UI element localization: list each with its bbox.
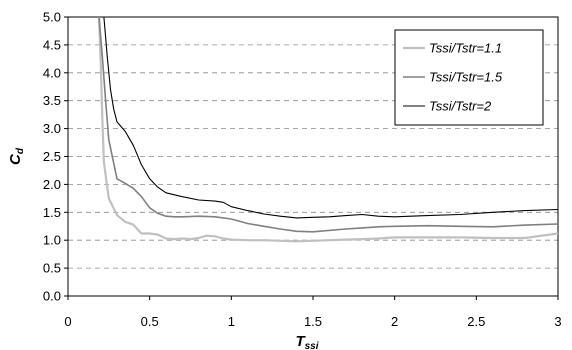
x-axis-title: Tssi [295,333,318,350]
series-line-1 [97,17,558,243]
y-tick-label: 0.5 [43,261,61,276]
x-tick-label: 2.5 [467,314,485,329]
y-tick-label: 1.5 [43,205,61,220]
x-tick-label: 2 [391,314,398,329]
series-lines [97,17,558,243]
y-tick-label: 4.0 [43,65,61,80]
legend-label-1: Tssi/Tstr=1.1 [429,41,502,56]
x-tick-label: 3 [554,314,561,329]
legend-label-2: Tssi/Tstr=1.5 [429,70,503,85]
series-line-2 [98,17,558,233]
y-tick-label: 3.0 [43,121,61,136]
x-tick-label: 1 [228,314,235,329]
x-axis-title-main: T [295,333,306,350]
x-tick-label: 0.5 [141,314,159,329]
y-tick-label: 1.0 [43,233,61,248]
x-tick-label: 1.5 [304,314,322,329]
x-tick-label: 0 [64,314,71,329]
y-tick-label: 3.5 [43,93,61,108]
x-axis-title-sub: ssi [305,341,319,350]
y-axis-title-main: C [7,153,24,165]
y-tick-label: 2.5 [43,149,61,164]
y-tick-label: 0.0 [43,289,61,304]
y-axis-title-sub: d [15,147,26,154]
y-tick-label: 2.0 [43,177,61,192]
legend-label-3: Tssi/Tstr=2 [429,99,492,114]
x-axis-ticks: 0 0.5 1 1.5 2 2.5 3 [64,296,562,329]
series-line-3 [103,17,558,219]
y-axis-ticks: 0.0 0.5 1.0 1.5 2.0 2.5 3.0 3.5 4.0 4.5 5.0 [43,10,68,304]
legend: Tssi/Tstr=1.1 Tssi/Tstr=1.5 Tssi/Tstr=2 [394,29,544,126]
y-axis-title: Cd [7,147,26,165]
y-tick-label: 5.0 [43,10,61,25]
y-tick-label: 4.5 [43,37,61,52]
